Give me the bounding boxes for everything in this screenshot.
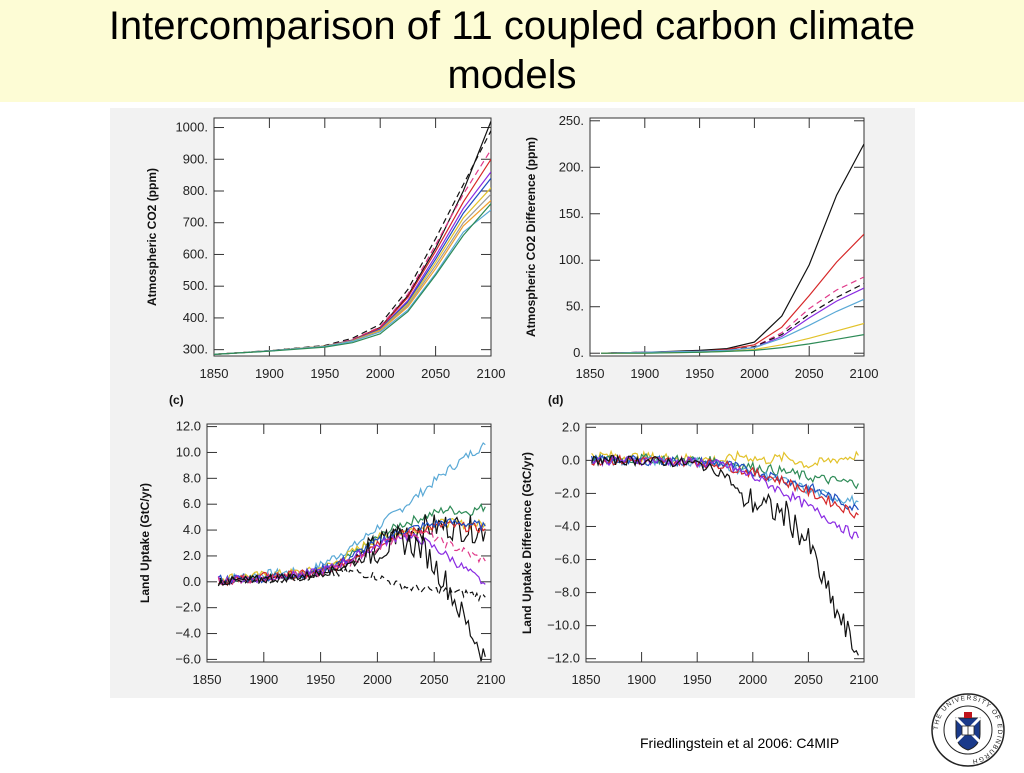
y-tick-label: 0.0 bbox=[183, 574, 201, 589]
chart-landdiff: −12.0 −10.0 −8.0 −6.0 −4.0 −2.0 0.0 2.0 1850 1900… bbox=[520, 393, 878, 687]
y-axis-label: Atmospheric CO2 (ppm) bbox=[145, 168, 159, 306]
y-tick-label: 0.0 bbox=[562, 452, 580, 467]
series-line bbox=[591, 449, 859, 469]
y-tick-label: −12.0 bbox=[547, 651, 580, 666]
y-tick-label: 150. bbox=[559, 206, 584, 221]
x-tick-label: 2000 bbox=[740, 366, 769, 381]
y-tick-label: 250. bbox=[559, 113, 584, 128]
y-tick-label: 0. bbox=[573, 345, 584, 360]
y-tick-label: 400. bbox=[183, 310, 208, 325]
x-tick-label: 1900 bbox=[255, 366, 284, 381]
x-tick-label: 1900 bbox=[630, 366, 659, 381]
series-group bbox=[591, 449, 859, 656]
x-tick-label: 2000 bbox=[738, 672, 767, 687]
y-tick-label: 500. bbox=[183, 278, 208, 293]
x-tick-label: 2050 bbox=[795, 366, 824, 381]
series-line bbox=[217, 527, 486, 662]
chart-panel-grid: 300. 400. 500. 600. 700. 800. 900. 1000. 1850 190… bbox=[110, 108, 915, 698]
x-tick-label: 1950 bbox=[685, 366, 714, 381]
x-tick-label: 2100 bbox=[850, 366, 879, 381]
series-line bbox=[601, 334, 864, 354]
y-axis-label: Atmospheric CO2 Difference (ppm) bbox=[524, 137, 538, 337]
plot-frame bbox=[206, 423, 492, 663]
slide-title-line-2: models bbox=[447, 53, 577, 97]
university-logo: THE UNIVERSITY OF EDINBURGH bbox=[926, 690, 1010, 768]
x-tick-label: 1850 bbox=[576, 366, 605, 381]
y-tick-label: 900. bbox=[183, 151, 208, 166]
charts-svg: 300. 400. 500. 600. 700. 800. 900. 1000. 1850 190… bbox=[138, 113, 878, 687]
y-tick-label: 12.0 bbox=[176, 419, 201, 434]
y-tick-label: 50. bbox=[566, 299, 584, 314]
y-tick-label: 10.0 bbox=[176, 444, 201, 459]
chart-co2: 300. 400. 500. 600. 700. 800. 900. 1000. 1850 190… bbox=[145, 117, 506, 381]
chart-landuptake: −6.0 −4.0 −2.0 0.0 2.0 4.0 6.0 8.0 10.0 12.0 1850 1… bbox=[138, 393, 505, 687]
series-line bbox=[214, 203, 491, 355]
x-tick-label: 2050 bbox=[421, 366, 450, 381]
plot-frame bbox=[589, 117, 865, 357]
y-tick-label: −8.0 bbox=[554, 585, 580, 600]
chart-co2diff: 0. 50. 100. 150. 200. 250. 1850 1900 1950 2000 205… bbox=[524, 113, 878, 381]
x-tick-label: 1850 bbox=[572, 672, 601, 687]
y-tick-label: 4.0 bbox=[183, 522, 201, 537]
y-tick-label: 2.0 bbox=[183, 548, 201, 563]
y-tick-label: 1000. bbox=[175, 120, 208, 135]
x-tick-label: 1900 bbox=[249, 672, 278, 687]
y-tick-label: 600. bbox=[183, 246, 208, 261]
y-tick-label: −4.0 bbox=[554, 518, 580, 533]
x-tick-label: 2000 bbox=[363, 672, 392, 687]
y-tick-label: 200. bbox=[559, 159, 584, 174]
title-bar: Intercomparison of 11 coupled carbon cli… bbox=[0, 0, 1024, 102]
y-axis-label: Land Uptake (GtC/yr) bbox=[138, 483, 152, 603]
y-tick-label: 700. bbox=[183, 215, 208, 230]
series-line bbox=[600, 298, 864, 354]
series-group bbox=[214, 120, 491, 355]
x-tick-label: 1950 bbox=[310, 366, 339, 381]
series-line bbox=[218, 442, 486, 584]
series-line bbox=[591, 453, 859, 656]
series-group bbox=[217, 442, 486, 662]
plot-frame bbox=[213, 117, 492, 357]
x-tick-label: 1850 bbox=[200, 366, 229, 381]
y-tick-label: 300. bbox=[183, 342, 208, 357]
y-tick-label: −10.0 bbox=[547, 618, 580, 633]
y-tick-label: −6.0 bbox=[554, 552, 580, 567]
y-tick-label: 800. bbox=[183, 183, 208, 198]
x-tick-label: 2000 bbox=[366, 366, 395, 381]
series-line bbox=[218, 517, 486, 583]
x-tick-label: 2050 bbox=[794, 672, 823, 687]
x-tick-label: 2100 bbox=[477, 366, 506, 381]
y-tick-label: 100. bbox=[559, 252, 584, 267]
x-tick-label: 2050 bbox=[420, 672, 449, 687]
y-tick-label: 2.0 bbox=[562, 419, 580, 434]
slide-title-line-1: Intercomparison of 11 coupled carbon cli… bbox=[108, 4, 916, 48]
y-tick-label: 6.0 bbox=[183, 496, 201, 511]
series-line bbox=[217, 566, 486, 603]
y-tick-label: −4.0 bbox=[175, 626, 201, 641]
series-group bbox=[600, 143, 864, 354]
x-tick-label: 1900 bbox=[627, 672, 656, 687]
y-tick-label: −2.0 bbox=[175, 600, 201, 615]
y-tick-label: −2.0 bbox=[554, 485, 580, 500]
x-tick-label: 1950 bbox=[683, 672, 712, 687]
x-tick-label: 1850 bbox=[193, 672, 222, 687]
y-tick-label: 8.0 bbox=[183, 470, 201, 485]
series-line bbox=[217, 528, 486, 588]
panel-label: (c) bbox=[169, 393, 184, 407]
citation-text: Friedlingstein et al 2006: C4MIP bbox=[640, 735, 840, 751]
y-tick-label: −6.0 bbox=[175, 651, 201, 666]
x-tick-label: 2100 bbox=[477, 672, 506, 687]
y-axis-label: Land Uptake Difference (GtC/yr) bbox=[520, 452, 534, 634]
panel-label: (d) bbox=[548, 393, 563, 407]
x-tick-label: 2100 bbox=[850, 672, 879, 687]
x-tick-label: 1950 bbox=[306, 672, 335, 687]
edinburgh-crest-icon: THE UNIVERSITY OF EDINBURGH bbox=[931, 693, 1005, 767]
